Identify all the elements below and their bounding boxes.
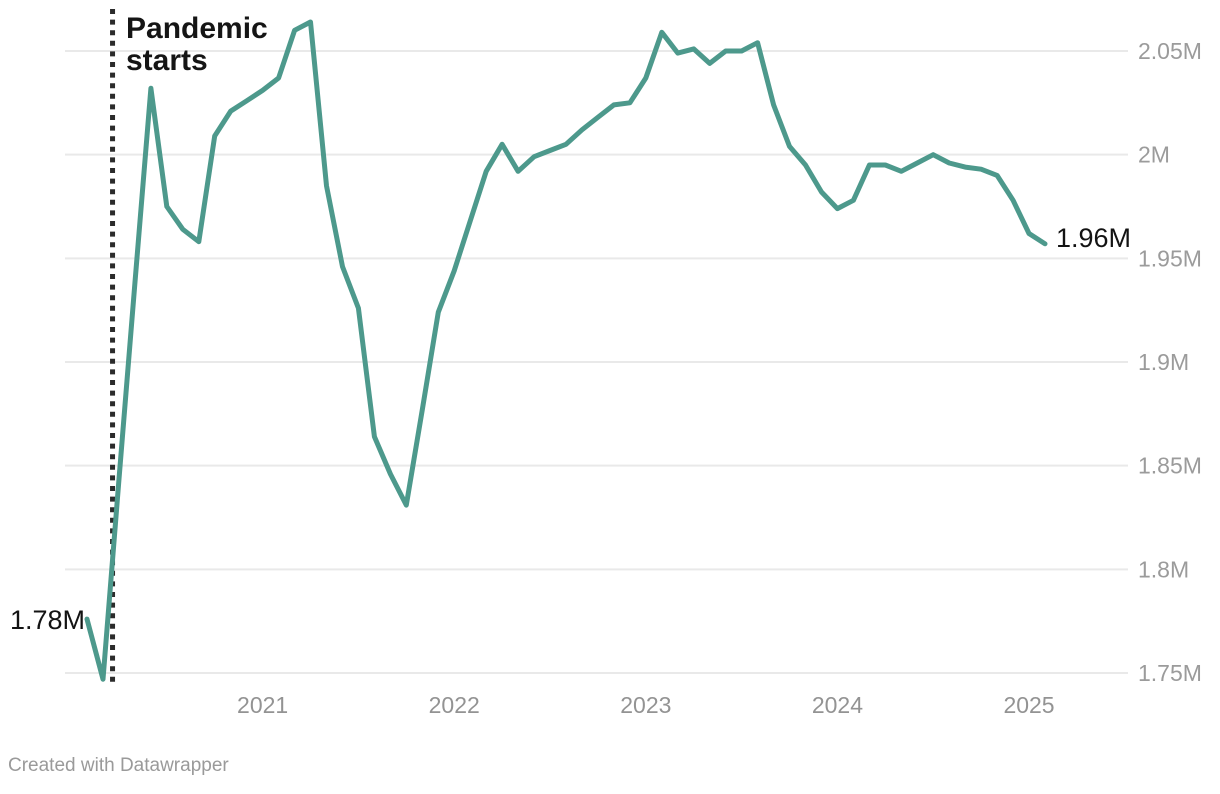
y-axis-tick-label: 1.8M	[1138, 556, 1189, 582]
x-axis-tick-label: 2021	[237, 692, 288, 718]
pandemic-annotation-label: Pandemic starts	[126, 12, 268, 77]
y-axis-tick-label: 2M	[1138, 142, 1170, 168]
x-axis-tick-label: 2024	[812, 692, 863, 718]
datawrapper-credit: Created with Datawrapper	[8, 755, 229, 776]
series-line	[84, 19, 1048, 682]
y-axis-tick-label: 1.95M	[1138, 245, 1202, 271]
y-axis-tick-label: 1.85M	[1138, 453, 1202, 479]
x-axis-tick-label: 2023	[620, 692, 671, 718]
start-value-label: 1.78M	[10, 605, 86, 635]
y-axis-tick-label: 2.05M	[1138, 38, 1202, 64]
x-axis-tick-label: 2022	[429, 692, 480, 718]
end-value-label: 1.96M	[1056, 223, 1132, 253]
y-axis-tick-label: 1.9M	[1138, 349, 1189, 375]
x-axis-tick-label: 2025	[1003, 692, 1054, 718]
y-axis-tick-label: 1.75M	[1138, 660, 1202, 686]
